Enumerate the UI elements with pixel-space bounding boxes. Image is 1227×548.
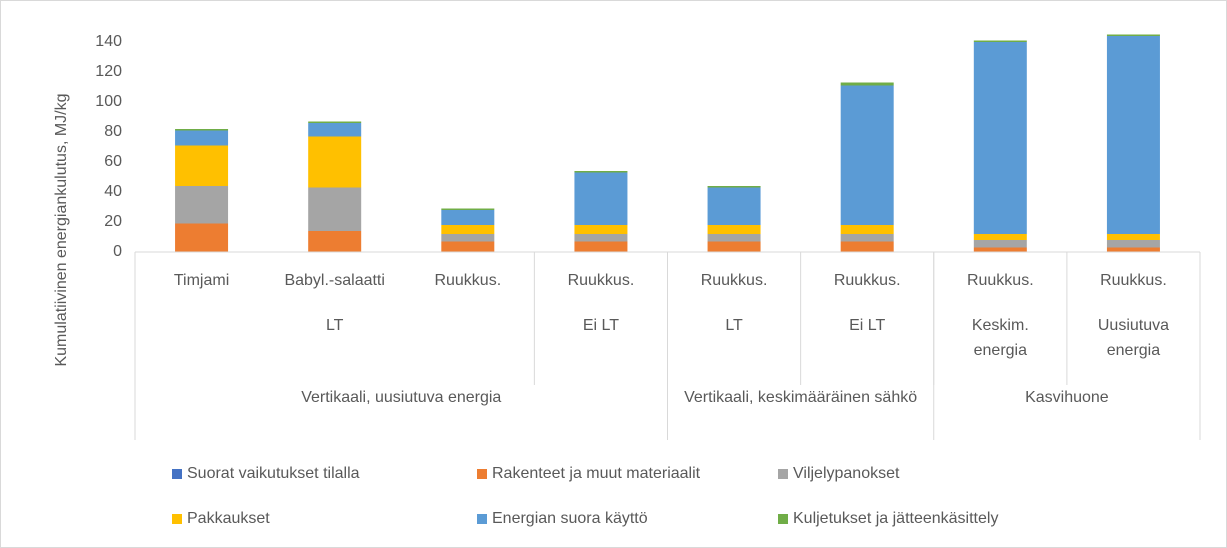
subgroup-label: Keskim. energia bbox=[971, 317, 1029, 359]
bar-segment bbox=[574, 171, 628, 173]
y-tick-label: 20 bbox=[104, 213, 122, 230]
bar-segment bbox=[441, 208, 495, 210]
category-label: Ruukkus. bbox=[833, 272, 901, 289]
subgroup-label: Ei LT bbox=[582, 317, 620, 334]
y-tick-label: 40 bbox=[104, 183, 122, 200]
bar-segment bbox=[441, 210, 495, 225]
bar-segment bbox=[441, 225, 495, 234]
bar-segment bbox=[175, 223, 229, 252]
bar-segment bbox=[973, 247, 1027, 252]
bar-segment bbox=[973, 240, 1027, 248]
category-label: Ruukkus. bbox=[567, 272, 635, 289]
group-label: Vertikaali, uusiutuva energia bbox=[301, 389, 502, 406]
y-tick-label: 80 bbox=[104, 123, 122, 140]
y-axis-label: Kumulatiivinen energiankulutus, MJ/kg bbox=[53, 93, 70, 366]
category-label: Timjami bbox=[173, 272, 230, 289]
bar-segment bbox=[1106, 240, 1160, 248]
category-label: Ruukkus. bbox=[1100, 272, 1167, 289]
y-tick-label: 120 bbox=[95, 63, 122, 80]
category-label: Babyl.-salaatti bbox=[284, 272, 385, 289]
bar-segment bbox=[707, 241, 761, 252]
bar-segment bbox=[1106, 36, 1160, 234]
legend-swatch bbox=[172, 469, 182, 479]
bar-segment bbox=[707, 187, 761, 225]
bar-segment bbox=[175, 129, 229, 131]
subgroup-label: LT bbox=[325, 317, 344, 334]
bar-segment bbox=[707, 186, 761, 188]
category-label: Ruukkus. bbox=[434, 272, 502, 289]
legend-label: Rakenteet ja muut materiaalit bbox=[492, 465, 701, 482]
bar-segment bbox=[840, 225, 894, 234]
bar-segment bbox=[175, 186, 229, 224]
bar-segment bbox=[308, 187, 362, 231]
bar-segment bbox=[574, 234, 628, 242]
bar-segment bbox=[1106, 234, 1160, 240]
category-label: Ruukkus. bbox=[700, 272, 768, 289]
y-tick-label: 100 bbox=[95, 93, 122, 110]
bar-segment bbox=[840, 241, 894, 252]
bar-segment bbox=[1106, 247, 1160, 252]
bar-segment bbox=[707, 234, 761, 242]
category-label: Ruukkus. bbox=[966, 272, 1034, 289]
bar-segment bbox=[574, 241, 628, 252]
legend-swatch bbox=[778, 469, 788, 479]
bar-segment bbox=[175, 130, 229, 146]
y-tick-label: 60 bbox=[104, 153, 122, 170]
bar-segment bbox=[707, 225, 761, 234]
y-tick-label: 0 bbox=[113, 243, 122, 260]
bar-segment bbox=[574, 225, 628, 234]
legend-label: Pakkaukset bbox=[187, 510, 270, 527]
bar-segment bbox=[840, 234, 894, 242]
legend-label: Viljelypanokset bbox=[793, 465, 900, 482]
legend-swatch bbox=[778, 514, 788, 524]
bar-segment bbox=[308, 121, 362, 123]
legend-label: Energian suora käyttö bbox=[492, 510, 648, 527]
legend-swatch bbox=[477, 469, 487, 479]
bar-segment bbox=[1106, 34, 1160, 36]
legend-label: Kuljetukset ja jätteenkäsittely bbox=[793, 510, 998, 527]
group-label: Kasvihuone bbox=[1025, 389, 1109, 406]
subgroup-label: Uusiutuva energia bbox=[1097, 317, 1170, 359]
bar-segment bbox=[840, 85, 894, 225]
bar-segment bbox=[973, 40, 1027, 42]
bar-segment bbox=[308, 231, 362, 252]
bar-segment bbox=[973, 42, 1027, 234]
bar-segment bbox=[574, 172, 628, 225]
legend-swatch bbox=[172, 514, 182, 524]
bar-segment bbox=[441, 234, 495, 242]
legend-swatch bbox=[477, 514, 487, 524]
group-label: Vertikaali, keskimääräinen sähkö bbox=[684, 389, 918, 406]
y-tick-label: 140 bbox=[95, 33, 122, 50]
bar-segment bbox=[973, 234, 1027, 240]
bar-segment bbox=[308, 136, 362, 188]
bar-segment bbox=[308, 123, 362, 137]
subgroup-label: Ei LT bbox=[849, 317, 886, 334]
bar-segment bbox=[840, 82, 894, 86]
bar-segment bbox=[175, 145, 229, 186]
subgroup-label: LT bbox=[725, 317, 743, 334]
bar-segment bbox=[441, 241, 495, 252]
legend-label: Suorat vaikutukset tilalla bbox=[187, 465, 360, 482]
